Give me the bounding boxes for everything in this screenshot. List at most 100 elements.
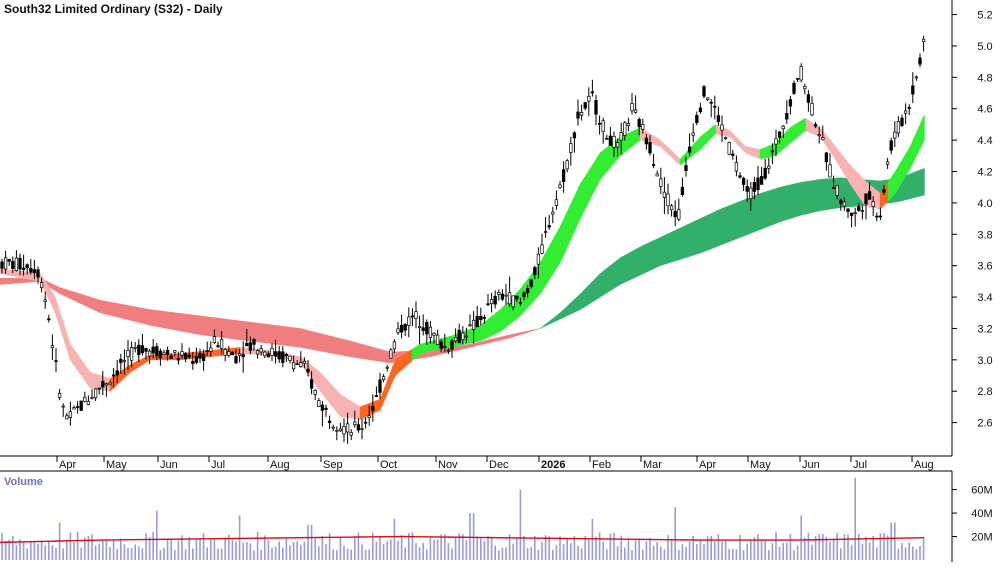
candle-body xyxy=(223,349,227,356)
candle-body xyxy=(410,315,415,318)
candle-body xyxy=(849,212,854,216)
price-tick-label: 3.0 xyxy=(977,355,992,367)
volume-bar xyxy=(318,546,320,560)
time-tick-label: Jun xyxy=(160,459,178,471)
volume-bar xyxy=(789,533,792,560)
time-tick-label: Jul xyxy=(211,459,225,471)
candle-body xyxy=(669,205,674,211)
candle-body xyxy=(381,376,386,381)
candle-body xyxy=(572,132,577,139)
volume-bar xyxy=(375,541,378,560)
volume-bar xyxy=(876,547,878,560)
candle-body xyxy=(435,334,440,346)
candle-body xyxy=(39,282,44,289)
volume-bar xyxy=(393,518,396,560)
volume-bar xyxy=(818,534,820,560)
volume-bar xyxy=(710,535,712,560)
candle-body xyxy=(921,38,926,43)
price-tick-label: 4.6 xyxy=(977,104,992,116)
volume-bar xyxy=(548,536,550,560)
volume-bar xyxy=(55,547,57,560)
volume-bar xyxy=(602,541,604,560)
volume-bar xyxy=(703,543,705,560)
candle-body xyxy=(687,146,692,153)
candle-body xyxy=(698,107,703,113)
candle-body xyxy=(597,122,602,125)
candle-body xyxy=(457,329,461,344)
candle-body xyxy=(835,185,839,196)
candle-body xyxy=(371,406,375,411)
candle-body xyxy=(288,355,292,361)
candle-body xyxy=(831,187,836,189)
candle-body xyxy=(18,257,22,270)
volume-bar xyxy=(512,543,514,560)
volume-bar xyxy=(840,548,842,560)
volume-bar xyxy=(584,536,586,560)
candle-body xyxy=(97,387,101,390)
volume-bar xyxy=(573,535,576,560)
candle-body xyxy=(360,428,364,430)
candle-body xyxy=(93,388,98,399)
volume-bar xyxy=(418,546,421,560)
volume-bar xyxy=(98,543,100,560)
volume-bar xyxy=(123,544,126,560)
volume-bar xyxy=(184,549,187,560)
volume-bar xyxy=(858,534,860,560)
candle-body xyxy=(518,302,523,304)
volume-bar xyxy=(768,550,770,560)
volume-tick-label: 40M xyxy=(971,508,992,520)
candle-body xyxy=(565,160,569,170)
candle-body xyxy=(489,299,494,305)
volume-bar xyxy=(238,515,241,560)
volume-bar xyxy=(656,542,658,560)
candle-body xyxy=(342,426,346,435)
volume-bar xyxy=(541,541,543,560)
time-tick-label: Dec xyxy=(489,459,509,471)
volume-bar xyxy=(451,548,453,560)
candle-body xyxy=(399,324,404,333)
volume-bar xyxy=(523,536,525,560)
candle-body xyxy=(313,390,317,395)
candle-body xyxy=(659,178,663,187)
volume-bar xyxy=(782,542,784,560)
volume-bar xyxy=(69,532,72,560)
candle-body xyxy=(684,165,688,171)
ema-band-long-term xyxy=(0,168,925,364)
volume-bar xyxy=(94,545,97,560)
volume-bars xyxy=(1,477,925,560)
volume-bar xyxy=(235,541,237,560)
price-tick-label: 4.8 xyxy=(977,72,992,84)
candle-body xyxy=(821,137,825,141)
volume-bar xyxy=(728,548,730,560)
candle-body xyxy=(871,201,875,207)
price-axis-ticks: 2.6 2.8 3.0 3.2 3.4 3.6 3.8 4.0 4.2 4.4 4.6 4.8 5.0 5… xyxy=(952,10,993,430)
candle-body xyxy=(817,134,821,137)
volume-bar xyxy=(256,531,259,560)
volume-bar xyxy=(814,536,817,560)
candle-body xyxy=(356,424,361,431)
volume-bar xyxy=(498,550,500,560)
candle-body xyxy=(579,112,584,116)
volume-bar xyxy=(206,547,208,560)
volume-bar xyxy=(724,539,727,560)
candle-body xyxy=(533,267,537,276)
candle-body xyxy=(90,396,94,399)
candle-body xyxy=(515,295,519,300)
volume-bar xyxy=(37,543,39,560)
volume-bar xyxy=(577,545,579,560)
volume-bar xyxy=(868,542,871,560)
candle-body xyxy=(551,211,555,215)
volume-bar xyxy=(670,538,673,560)
candle-body xyxy=(561,169,566,183)
candle-body xyxy=(237,353,242,356)
candle-body xyxy=(115,370,119,376)
volume-panel xyxy=(0,477,925,560)
volume-bar xyxy=(883,532,885,560)
volume-bar xyxy=(660,546,662,560)
candle-body xyxy=(396,328,400,333)
candle-body xyxy=(777,131,782,138)
candle-body xyxy=(885,161,890,165)
candle-body xyxy=(158,350,163,359)
volume-bar xyxy=(505,547,507,560)
volume-bar xyxy=(361,544,363,560)
